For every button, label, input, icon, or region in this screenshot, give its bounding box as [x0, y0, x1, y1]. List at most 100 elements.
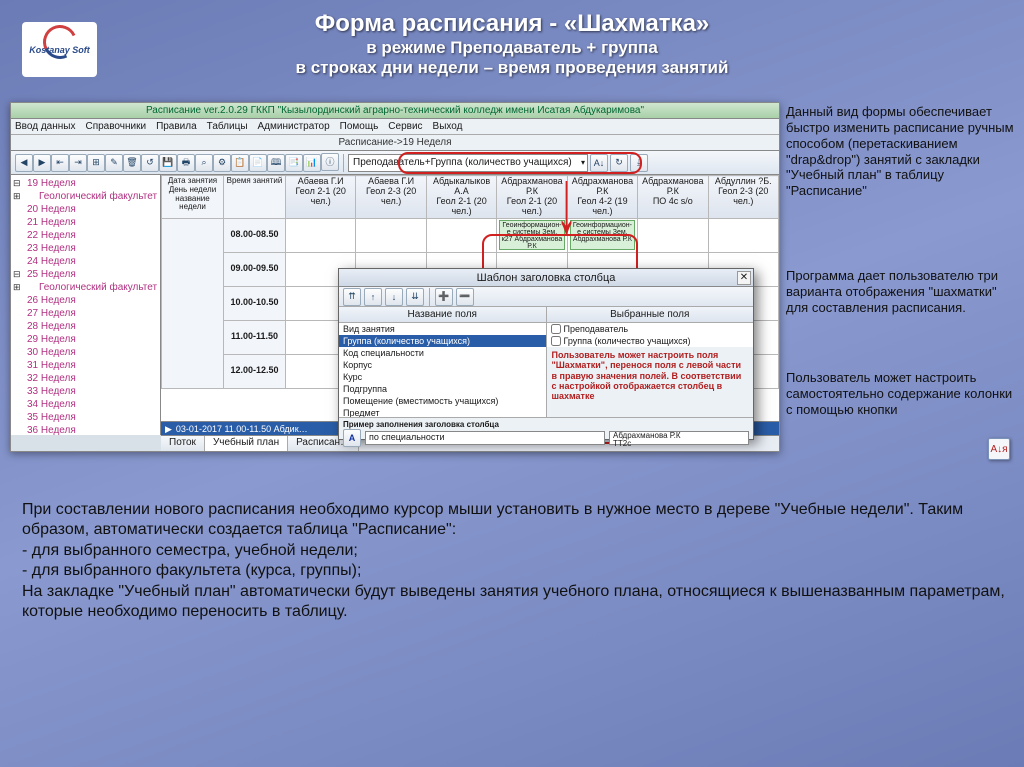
toolbar-button-icon[interactable]: ↺	[141, 154, 159, 172]
field-item[interactable]: Курс	[339, 371, 546, 383]
toolbar-button-icon[interactable]: ⚙	[213, 154, 231, 172]
toolbar-button-icon[interactable]: 📑	[285, 154, 303, 172]
field-item[interactable]: Группа (количество учащихся)	[339, 335, 546, 347]
move-down-icon[interactable]: ↓	[385, 288, 403, 306]
grid-time-header: Время занятий	[224, 176, 286, 219]
slide-title-block: Форма расписания - «Шахматка» в режиме П…	[0, 0, 1024, 82]
grid-col-header[interactable]: Абдыкалыков А.А Геол 2-1 (20 чел.)	[426, 176, 496, 219]
tree-item[interactable]: 33 Неделя	[13, 385, 158, 398]
tree-item[interactable]: 22 Неделя	[13, 229, 158, 242]
tree-item[interactable]: 25 Неделя	[13, 268, 158, 281]
grid-time-cell: 10.00-10.50	[224, 286, 286, 320]
dialog-title: Шаблон заголовка столбца ✕	[339, 269, 753, 287]
tree-item[interactable]: 27 Неделя	[13, 307, 158, 320]
field-item[interactable]: Предмет	[339, 407, 546, 417]
mode-dropdown[interactable]: Преподаватель+Группа (количество учащихс…	[348, 154, 588, 172]
logo: Kostanay Soft	[22, 22, 97, 77]
grid-cell[interactable]	[708, 218, 778, 252]
slide-subtitle-2: в строках дни недели – время проведения …	[120, 58, 904, 78]
toolbar-button-icon[interactable]: ⌕	[195, 154, 213, 172]
grid-col-header[interactable]: Абдуллин ?Б. Геол 2-3 (20 чел.)	[708, 176, 778, 219]
menu-item[interactable]: Выход	[433, 121, 463, 132]
lesson-block[interactable]: Геоинформацион-е системы Зем. к27 Абдрах…	[499, 220, 564, 250]
toolbar-button-icon[interactable]: 🖶	[177, 154, 195, 172]
tree-item[interactable]: 35 Неделя	[13, 411, 158, 424]
example-dropdown[interactable]: по специальности	[365, 431, 605, 445]
add-icon[interactable]: ➕	[435, 288, 453, 306]
tree-item[interactable]: 19 Неделя	[13, 177, 158, 190]
tree-item[interactable]: Геологический факультет	[13, 190, 158, 203]
grid-col-header[interactable]: Абдрахманова Р.К Геол 4-2 (19 чел.)	[567, 176, 637, 219]
selected-field-item[interactable]: Группа (количество учащихся)	[547, 335, 754, 347]
menu-item[interactable]: Сервис	[388, 121, 422, 132]
tree-item[interactable]: 21 Неделя	[13, 216, 158, 229]
selected-field-label: Группа (количество учащихся)	[564, 335, 691, 347]
toolbar-button-icon[interactable]: 🗑	[123, 154, 141, 172]
window-title: Расписание ver.2.0.29 ГККП "Кызылординск…	[11, 103, 779, 119]
available-fields-list[interactable]: Вид занятияГруппа (количество учащихся)К…	[339, 323, 546, 417]
toolbar-button-icon[interactable]: ▶	[33, 154, 51, 172]
toolbar-button-icon[interactable]: ✎	[105, 154, 123, 172]
move-bottom-icon[interactable]: ⇊	[406, 288, 424, 306]
toolbar-button-icon[interactable]: 🕮	[267, 154, 285, 172]
tree-item[interactable]: Геологический факультет	[13, 281, 158, 294]
toolbar-button-icon[interactable]: 📄	[249, 154, 267, 172]
tree-item[interactable]: 36 Неделя	[13, 424, 158, 435]
tree-item[interactable]: 20 Неделя	[13, 203, 158, 216]
sort-az-icon[interactable]: A↓я	[988, 438, 1010, 460]
field-checkbox[interactable]	[551, 336, 561, 346]
toolbar-button-icon[interactable]: ⇥	[69, 154, 87, 172]
menu-item[interactable]: Помощь	[340, 121, 379, 132]
toolbar-button-icon[interactable]: ◀	[15, 154, 33, 172]
toolbar-button-icon[interactable]: 💾	[159, 154, 177, 172]
field-item[interactable]: Помещение (вместимость учащихся)	[339, 395, 546, 407]
menu-item[interactable]: Ввод данных	[15, 121, 75, 132]
tree-item[interactable]: 28 Неделя	[13, 320, 158, 333]
grid-col-header[interactable]: Абдрахманова Р.К ПО 4с s/o	[638, 176, 708, 219]
move-top-icon[interactable]: ⇈	[343, 288, 361, 306]
remove-icon[interactable]: ➖	[456, 288, 474, 306]
toolbar-button-icon[interactable]: ⊞	[87, 154, 105, 172]
tree-item[interactable]: 31 Неделя	[13, 359, 158, 372]
week-tree[interactable]: 19 НеделяГеологический факультет20 Недел…	[11, 175, 161, 435]
toolbar-button-icon[interactable]: ⇤	[51, 154, 69, 172]
sort-button-icon[interactable]: A↓	[590, 154, 608, 172]
tree-item[interactable]: 32 Неделя	[13, 372, 158, 385]
menu-item[interactable]: Администратор	[258, 121, 330, 132]
grid-cell[interactable]: Геоинформацион-е системы Зем. Абдрахмано…	[567, 218, 637, 252]
field-item[interactable]: Подгруппа	[339, 383, 546, 395]
grid-col-header[interactable]: Абаева Г.И Геол 2-3 (20 чел.)	[356, 176, 426, 219]
grid-cell[interactable]	[286, 218, 356, 252]
tree-item[interactable]: 26 Неделя	[13, 294, 158, 307]
bottom-tab[interactable]: Поток	[161, 436, 205, 451]
field-item[interactable]: Код специальности	[339, 347, 546, 359]
grid-col-header[interactable]: Абаева Г.И Геол 2-1 (20 чел.)	[286, 176, 356, 219]
tree-item[interactable]: 34 Неделя	[13, 398, 158, 411]
toolbar-button-icon[interactable]: 📊	[303, 154, 321, 172]
grid-cell[interactable]	[356, 218, 426, 252]
lesson-block[interactable]: Геоинформацион-е системы Зем. Абдрахмано…	[570, 220, 635, 250]
selected-fields-list[interactable]: ПреподавательГруппа (количество учащихся…	[547, 323, 754, 347]
grid-cell[interactable]	[426, 218, 496, 252]
example-preview: Абдрахманова Р.К ТТ2с	[609, 431, 749, 445]
font-button-icon[interactable]: A	[343, 429, 361, 447]
bottom-tab[interactable]: Учебный план	[205, 436, 288, 451]
toolbar-button-icon[interactable]: 📋	[231, 154, 249, 172]
tree-item[interactable]: 24 Неделя	[13, 255, 158, 268]
tree-item[interactable]: 23 Неделя	[13, 242, 158, 255]
selected-field-item[interactable]: Преподаватель	[547, 323, 754, 335]
tree-item[interactable]: 29 Неделя	[13, 333, 158, 346]
grid-cell[interactable]	[638, 218, 708, 252]
move-up-icon[interactable]: ↑	[364, 288, 382, 306]
field-checkbox[interactable]	[551, 324, 561, 334]
menu-item[interactable]: Таблицы	[207, 121, 248, 132]
export-icon[interactable]: ⤓	[630, 154, 648, 172]
toolbar-button-icon[interactable]: ⓘ	[321, 153, 339, 171]
menu-item[interactable]: Правила	[156, 121, 197, 132]
field-item[interactable]: Вид занятия	[339, 323, 546, 335]
field-item[interactable]: Корпус	[339, 359, 546, 371]
close-icon[interactable]: ✕	[737, 271, 751, 285]
refresh-icon[interactable]: ↻	[610, 154, 628, 172]
tree-item[interactable]: 30 Неделя	[13, 346, 158, 359]
menu-item[interactable]: Справочники	[85, 121, 146, 132]
